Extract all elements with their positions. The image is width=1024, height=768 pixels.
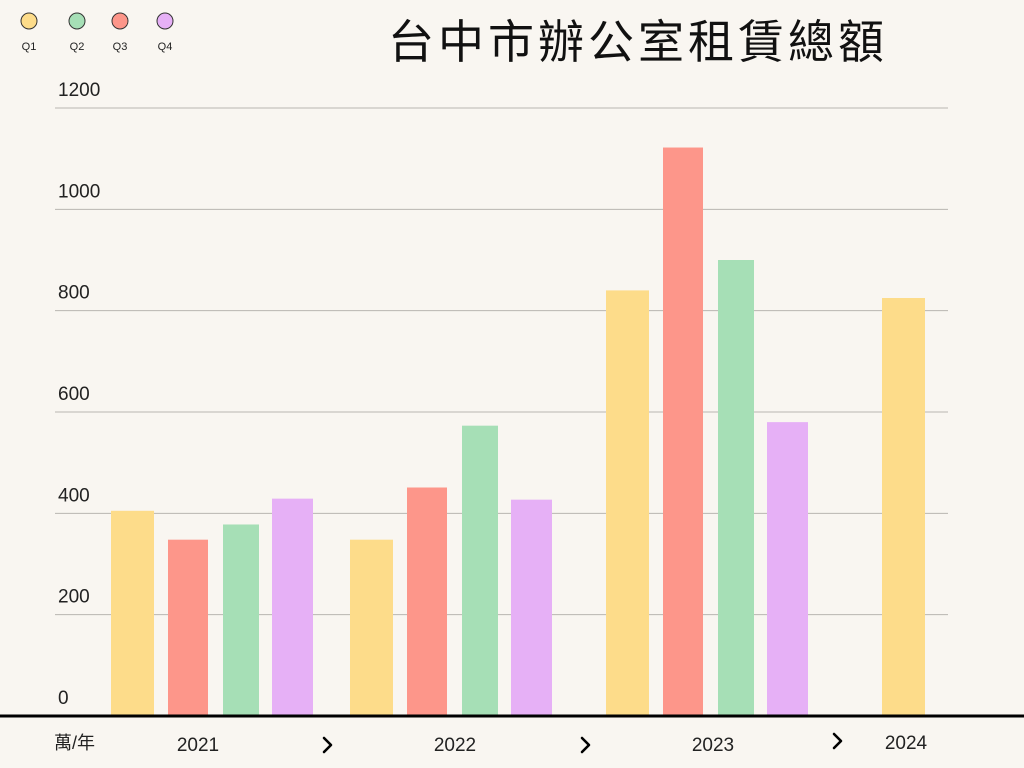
legend-item-q4: Q4: [156, 12, 174, 53]
legend-label: Q3: [113, 41, 128, 53]
y-axis-ticks: 0 200 400 600 800 1000 1200: [58, 80, 100, 709]
bar-2022-q2: [462, 425, 498, 716]
bar-2021-q2: [223, 524, 259, 716]
x-tick-label: 2021: [177, 735, 219, 756]
y-tick-label: 1000: [58, 181, 100, 202]
bar-2023-q3: [663, 147, 703, 716]
year-separators: [322, 732, 843, 754]
legend: Q1 Q2 Q3 Q4: [20, 12, 174, 53]
bar-2022-q4: [511, 499, 552, 716]
bar-2021-q4: [272, 498, 313, 716]
legend-swatch: [68, 12, 86, 30]
chevron-right-icon: [832, 732, 843, 750]
legend-item-q1: Q1: [20, 12, 38, 53]
x-tick-label: 2024: [885, 733, 928, 754]
bar-2022-q1: [350, 539, 393, 716]
bar-2023-q1: [606, 290, 649, 716]
y-tick-label: 600: [58, 384, 90, 405]
bar-2021-q3: [168, 539, 208, 716]
bar-2021-q1: [111, 510, 154, 716]
bar-2024-q1: [882, 298, 925, 716]
chevron-right-icon: [322, 736, 333, 754]
chevron-right-icon: [580, 736, 591, 754]
bar-2023-q4: [767, 422, 808, 716]
x-tick-label: 2023: [692, 735, 734, 756]
bar-2023-q2: [718, 260, 754, 716]
chart-title: 台中市辦公室租賃總額: [388, 16, 888, 68]
bar-2022-q3: [407, 487, 447, 716]
y-tick-label: 200: [58, 587, 90, 608]
y-axis-unit-label: 萬/年: [54, 733, 95, 753]
bars: [111, 147, 925, 716]
legend-label: Q4: [158, 41, 173, 53]
legend-swatch: [111, 12, 129, 30]
y-tick-label: 400: [58, 485, 90, 506]
y-tick-label: 1200: [58, 80, 100, 101]
legend-label: Q1: [22, 41, 37, 53]
legend-swatch: [20, 12, 38, 30]
legend-label: Q2: [70, 41, 85, 53]
x-axis-ticks: 2021 2022 2023 2024: [177, 733, 928, 756]
legend-swatch: [156, 12, 174, 30]
gridlines: [55, 107, 948, 616]
legend-item-q3: Q3: [111, 12, 129, 53]
legend-item-q2: Q2: [68, 12, 86, 53]
x-tick-label: 2022: [434, 735, 476, 756]
y-tick-label: 0: [58, 688, 69, 709]
y-tick-label: 800: [58, 283, 90, 304]
